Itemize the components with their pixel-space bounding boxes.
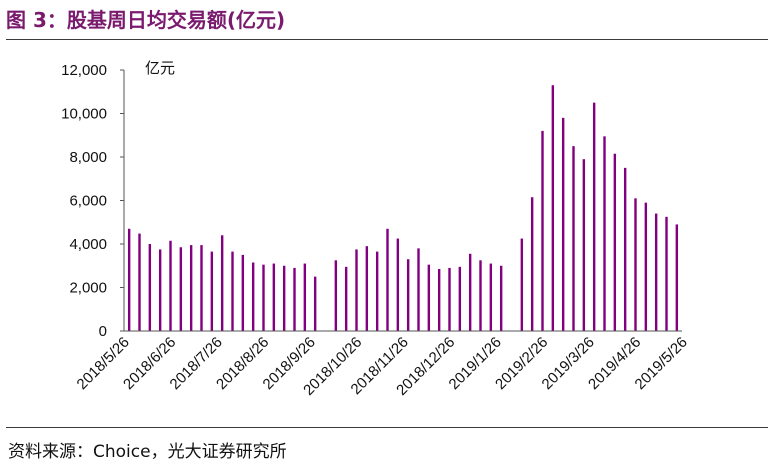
bar xyxy=(293,267,296,331)
y-tick-label: 12,000 xyxy=(61,62,107,79)
bar xyxy=(479,260,482,331)
bar xyxy=(613,153,617,331)
source-divider xyxy=(6,427,768,428)
bar xyxy=(241,254,245,332)
y-axis-unit-label: 亿元 xyxy=(145,59,175,77)
bar xyxy=(158,249,162,331)
bar xyxy=(427,264,431,331)
bar xyxy=(592,102,596,332)
bar xyxy=(572,146,575,332)
bars xyxy=(127,85,679,332)
bar xyxy=(561,117,565,331)
bar xyxy=(468,253,472,331)
bar xyxy=(355,249,358,331)
bar xyxy=(282,265,286,331)
bar xyxy=(623,167,627,332)
figure-title: 图 3：股基周日均交易额(亿元) xyxy=(6,8,286,32)
bar xyxy=(272,263,276,331)
bar xyxy=(231,251,234,331)
bar xyxy=(313,276,317,332)
bar xyxy=(499,265,503,331)
bar xyxy=(189,245,193,331)
bar xyxy=(675,224,679,331)
bar xyxy=(127,228,131,331)
bar xyxy=(386,228,389,331)
bar xyxy=(644,202,648,331)
y-tick-label: 8,000 xyxy=(69,149,107,166)
bar xyxy=(251,262,255,331)
bar xyxy=(406,259,410,331)
y-axis: 0 2,000 4,000 6,000 8,000 10,000 12,000 xyxy=(61,62,125,340)
bar xyxy=(417,248,420,331)
bar xyxy=(603,136,606,331)
bar xyxy=(169,240,172,331)
bar-chart: 0 2,000 4,000 6,000 8,000 10,000 12,000 2018/5… xyxy=(61,59,691,399)
bar xyxy=(210,251,214,331)
x-axis: 2018/5/262018/6/262018/7/262018/8/262018… xyxy=(74,330,691,399)
bar xyxy=(530,197,534,331)
bar xyxy=(582,159,586,331)
bar xyxy=(148,244,152,331)
source-note: 资料来源：Choice，光大证券研究所 xyxy=(8,442,287,462)
bar xyxy=(520,238,524,331)
bar xyxy=(220,235,224,331)
bar xyxy=(448,267,451,331)
y-tick-label: 0 xyxy=(99,323,107,340)
bar xyxy=(262,264,265,331)
y-tick-label: 10,000 xyxy=(61,106,107,123)
bar xyxy=(375,251,379,331)
bar xyxy=(334,260,338,331)
title-divider xyxy=(6,39,768,40)
y-tick-label: 2,000 xyxy=(69,280,107,297)
bar xyxy=(200,245,203,331)
bar xyxy=(344,266,348,331)
bar xyxy=(458,266,462,331)
bar xyxy=(179,247,183,331)
bar xyxy=(365,246,369,331)
bar xyxy=(138,233,141,331)
bar xyxy=(551,85,555,331)
bar xyxy=(541,130,544,331)
bar xyxy=(654,213,658,331)
y-tick-label: 4,000 xyxy=(69,236,107,253)
bar xyxy=(303,263,307,331)
y-tick-label: 6,000 xyxy=(69,193,107,210)
bar xyxy=(634,198,637,331)
bar xyxy=(396,238,400,331)
bar xyxy=(665,216,668,331)
bar xyxy=(437,269,441,331)
bar xyxy=(489,263,493,331)
